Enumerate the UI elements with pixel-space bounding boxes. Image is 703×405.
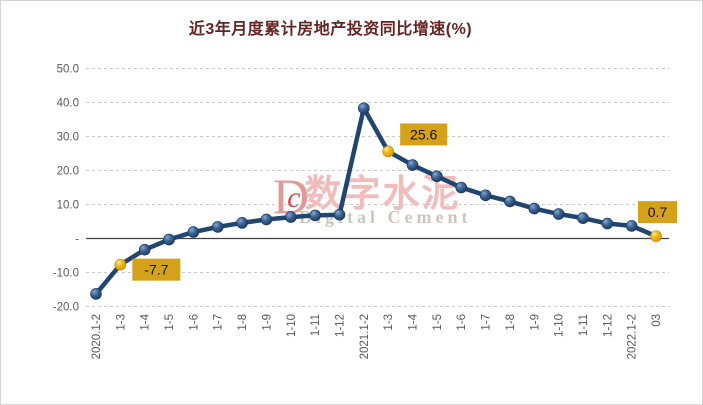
data-point-highlight [382, 145, 394, 158]
data-point [625, 220, 638, 232]
x-tick-label: 1-8 [237, 314, 249, 331]
data-point [138, 243, 151, 256]
y-tick-label: -10.0 [53, 268, 79, 280]
x-tick-label: 1-4 [408, 313, 420, 330]
data-point [358, 102, 370, 115]
data-point [577, 212, 589, 224]
y-tick-label: - [75, 234, 79, 246]
data-point [309, 209, 321, 222]
data-point [163, 233, 175, 246]
x-tick-label: 1-7 [481, 314, 493, 331]
data-point [601, 217, 614, 230]
x-tick-label: 1-11 [310, 314, 322, 336]
chart-title: 近3年月度累计房地产投资同比增速(%) [188, 21, 473, 38]
data-point [479, 189, 492, 202]
data-point [236, 217, 248, 229]
data-label [400, 123, 448, 146]
data-point [431, 170, 443, 183]
data-point [260, 213, 273, 226]
y-tick-label: 50.0 [57, 64, 79, 76]
data-label-text: 0.7 [648, 204, 668, 220]
data-point [187, 226, 200, 238]
x-tick-label: 2022.1-2 [627, 314, 639, 359]
x-tick-label: 1-6 [188, 314, 200, 331]
watermark-logo-c: c [287, 181, 301, 214]
data-point [552, 208, 565, 220]
x-tick-label: 1-12 [602, 314, 614, 337]
x-tick-label: 03 [651, 314, 663, 327]
data-label-text: 25.6 [410, 126, 437, 142]
data-point [406, 159, 419, 171]
x-tick-label: 1-5 [164, 314, 176, 331]
x-tick-label: 1-9 [529, 314, 541, 331]
x-tick-label: 1-4 [140, 313, 152, 330]
data-point-highlight [114, 258, 127, 271]
x-tick-label: 1-8 [505, 314, 517, 331]
y-tick-label: 30.0 [57, 132, 79, 144]
x-tick-label: 1-3 [383, 314, 395, 331]
x-tick-label: 2021.1-2 [359, 314, 371, 359]
x-tick-label: 1-7 [213, 314, 225, 331]
x-tick-label: 1-6 [456, 314, 468, 331]
data-point [333, 208, 346, 221]
y-tick-label: 40.0 [57, 98, 79, 110]
data-point [455, 181, 468, 194]
data-point [90, 288, 102, 300]
data-label [132, 258, 181, 281]
watermark-logo: Dc [273, 168, 309, 224]
y-tick-label: 10.0 [57, 200, 79, 212]
y-tick-label: -20.0 [53, 302, 79, 314]
x-tick-label: 1-5 [432, 314, 444, 331]
x-tick-label: 1-3 [115, 314, 127, 331]
data-point [284, 211, 297, 223]
data-point [504, 195, 516, 208]
x-tick-label: 1-12 [334, 314, 346, 337]
data-label [638, 201, 678, 224]
x-tick-label: 1-11 [578, 314, 590, 336]
x-tick-label: 1-10 [286, 314, 298, 337]
x-tick-label: 1-10 [554, 314, 566, 337]
data-point-highlight [650, 230, 662, 242]
x-tick-label: 2020.1-2 [91, 314, 103, 359]
x-tick-label: 1-9 [261, 314, 273, 331]
data-label-text: -7.7 [144, 262, 168, 278]
data-point [528, 202, 541, 215]
data-point [211, 221, 224, 233]
y-tick-label: 20.0 [57, 166, 79, 178]
